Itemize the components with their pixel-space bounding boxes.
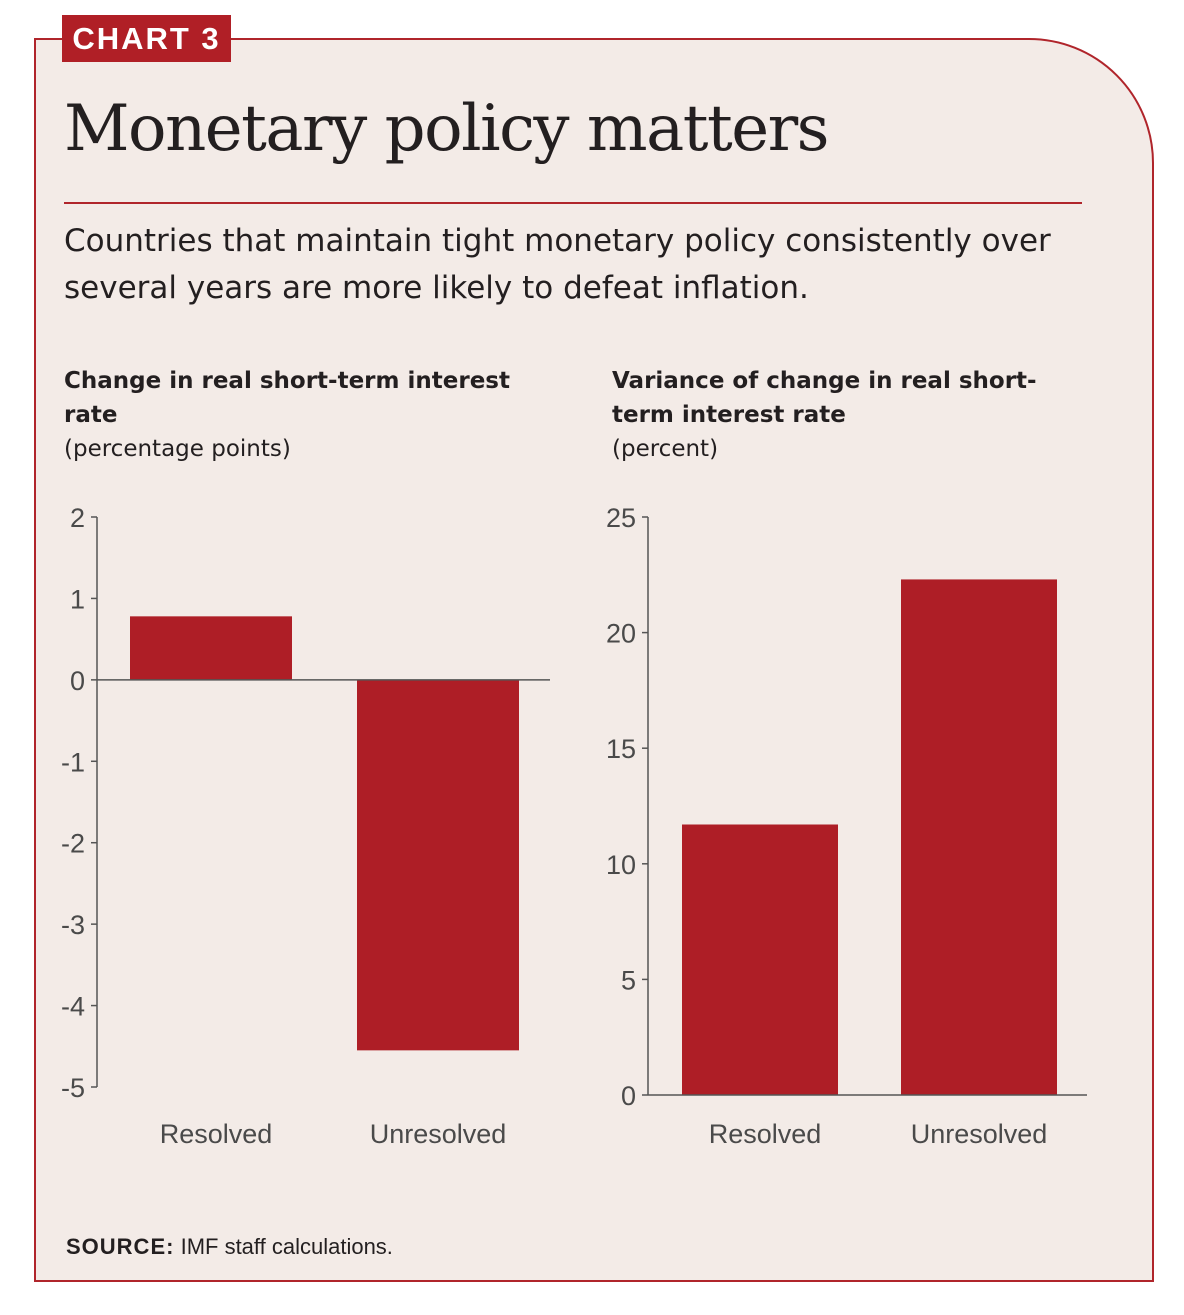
right-panel-unit: (percent): [612, 436, 719, 462]
right-y-tick-label: 5: [621, 965, 636, 995]
right-panel-title: Variance of change in real short-term in…: [612, 368, 1037, 428]
left-y-tick-label: 2: [70, 503, 85, 533]
source-text: IMF staff calculations.: [180, 1234, 393, 1259]
right-bar-unresolved: [901, 579, 1057, 1095]
left-y-tick-label: 0: [70, 666, 85, 696]
title-divider: [64, 202, 1082, 204]
left-category-label-unresolved: Unresolved: [370, 1119, 507, 1149]
left-y-tick-label: -3: [61, 910, 85, 940]
source-note: SOURCE: IMF staff calculations.: [66, 1234, 393, 1260]
left-y-tick-label: -1: [61, 747, 85, 777]
left-panel-heading: Change in real short-term interest rate …: [64, 364, 544, 466]
left-y-tick-label: -2: [61, 829, 85, 859]
right-category-label-unresolved: Unresolved: [911, 1119, 1048, 1149]
chart-number-badge: CHART 3: [62, 15, 231, 62]
left-panel-title: Change in real short-term interest rate: [64, 368, 510, 428]
right-y-tick-label: 0: [621, 1081, 636, 1111]
left-y-tick-label: -5: [61, 1073, 85, 1103]
chart-title: Monetary policy matters: [64, 92, 830, 166]
right-y-tick-label: 10: [606, 850, 636, 880]
left-y-tick-label: -4: [61, 992, 85, 1022]
left-bar-unresolved: [357, 679, 519, 1051]
left-category-label-resolved: Resolved: [160, 1119, 273, 1149]
left-panel-unit: (percentage points): [64, 436, 291, 462]
right-category-label-resolved: Resolved: [709, 1119, 822, 1149]
right-y-tick-label: 25: [606, 503, 636, 533]
right-y-tick-label: 15: [606, 734, 636, 764]
right-panel-heading: Variance of change in real short-term in…: [612, 364, 1092, 466]
right-bar-resolved: [682, 824, 838, 1095]
right-y-tick-label: 20: [606, 619, 636, 649]
source-label: SOURCE:: [66, 1234, 175, 1259]
left-y-tick-label: 1: [70, 584, 85, 614]
left-bar-resolved: [130, 616, 292, 680]
chart-subtitle: Countries that maintain tight monetary p…: [64, 223, 1051, 306]
